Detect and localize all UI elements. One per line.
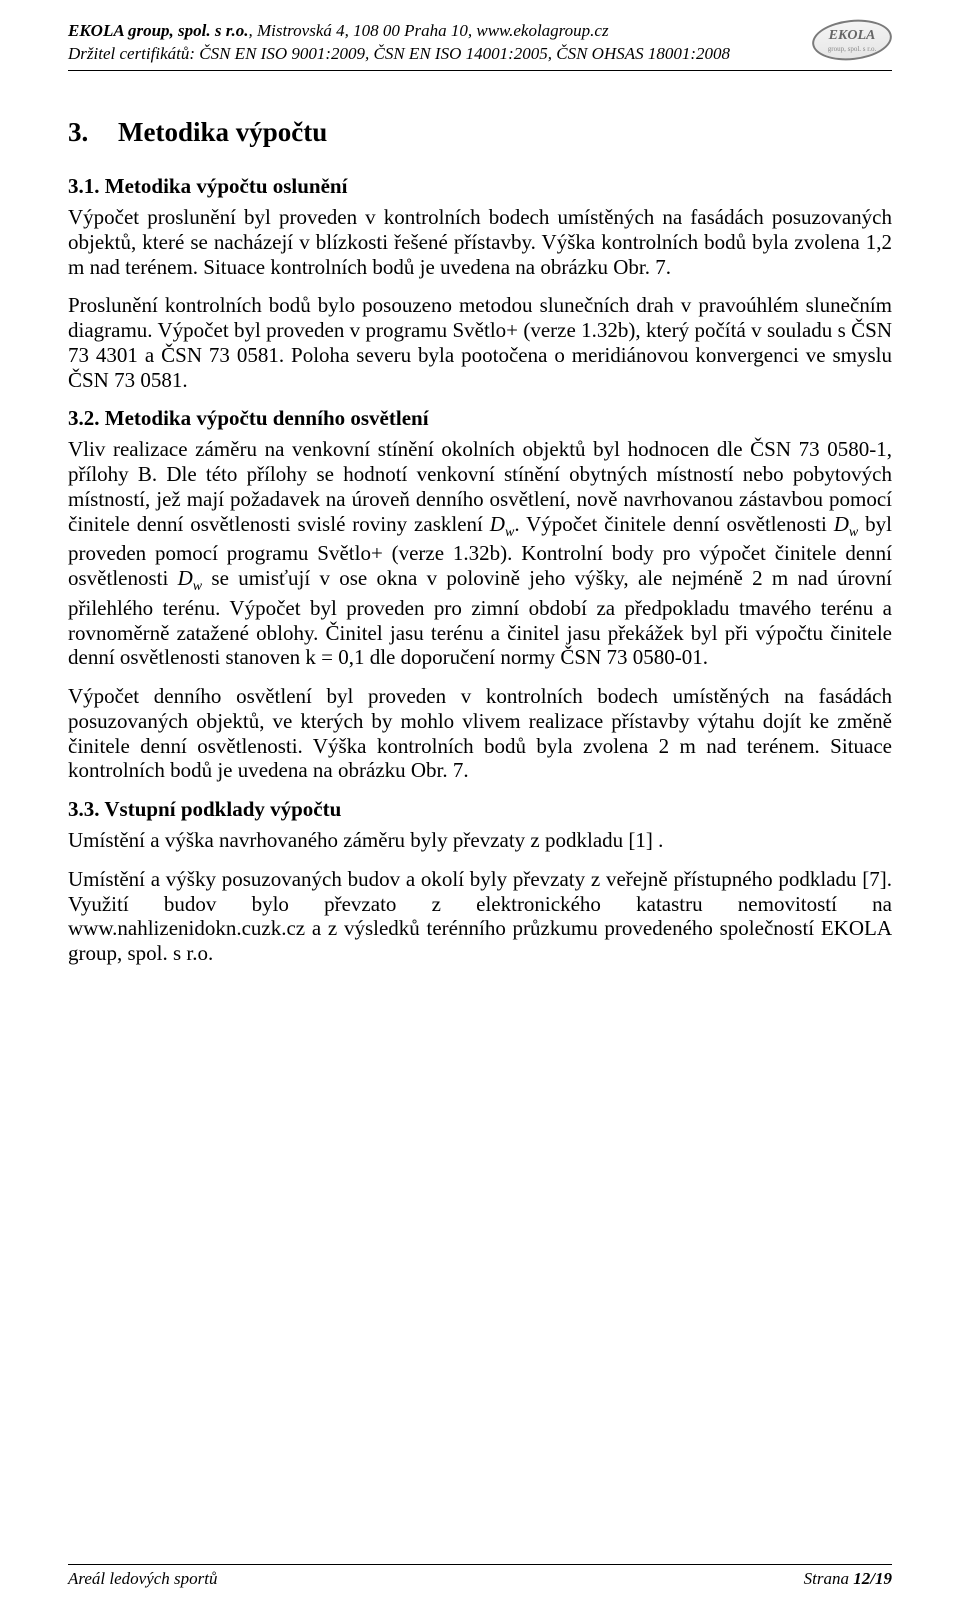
para-3-3-1: Umístění a výška navrhovaného záměru byl… — [68, 828, 892, 853]
section-title: Metodika výpočtu — [118, 117, 327, 147]
header-company: EKOLA group, spol. s r.o. — [68, 21, 248, 40]
para-3-2-2: Výpočet denního osvětlení byl proveden v… — [68, 684, 892, 783]
footer: Areál ledových sportů Strana 12/19 — [68, 1564, 892, 1589]
p321-b: . Výpočet činitele denní osvětlenosti — [514, 512, 833, 536]
header: EKOLA group, spol. s r.o., Mistrovská 4,… — [68, 20, 892, 66]
heading-3-2: 3.2. Metodika výpočtu denního osvětlení — [68, 406, 892, 431]
logo: EKOLA group, spol. s r.o. — [812, 20, 892, 66]
para-3-1-1: Výpočet proslunění byl proveden v kontro… — [68, 205, 892, 279]
logo-text: EKOLA — [812, 28, 892, 44]
heading-3-1: 3.1. Metodika výpočtu oslunění — [68, 174, 892, 199]
heading-3-3: 3.3. Vstupní podklady výpočtu — [68, 797, 892, 822]
para-3-2-1: Vliv realizace záměru na venkovní stíněn… — [68, 437, 892, 670]
para-3-1-2: Proslunění kontrolních bodů bylo posouze… — [68, 293, 892, 392]
dw-symbol-1: Dw — [490, 512, 515, 536]
content: 3.Metodika výpočtu 3.1. Metodika výpočtu… — [68, 71, 892, 966]
dw-symbol-2: Dw — [834, 512, 859, 536]
section-number: 3. — [68, 117, 118, 148]
para-3-3-2: Umístění a výšky posuzovaných budov a ok… — [68, 867, 892, 966]
section-heading: 3.Metodika výpočtu — [68, 117, 892, 148]
dw-symbol-3: Dw — [178, 566, 203, 590]
logo-subtext: group, spol. s r.o. — [812, 45, 892, 53]
header-text: EKOLA group, spol. s r.o., Mistrovská 4,… — [68, 20, 730, 66]
footer-right: Strana 12/19 — [804, 1569, 892, 1589]
footer-left: Areál ledových sportů — [68, 1569, 218, 1589]
header-cert: Držitel certifikátů: ČSN EN ISO 9001:200… — [68, 44, 730, 63]
header-address: , Mistrovská 4, 108 00 Praha 10, www.eko… — [248, 21, 608, 40]
footer-row: Areál ledových sportů Strana 12/19 — [68, 1569, 892, 1589]
footer-rule — [68, 1564, 892, 1565]
footer-page: 12/19 — [853, 1569, 892, 1588]
